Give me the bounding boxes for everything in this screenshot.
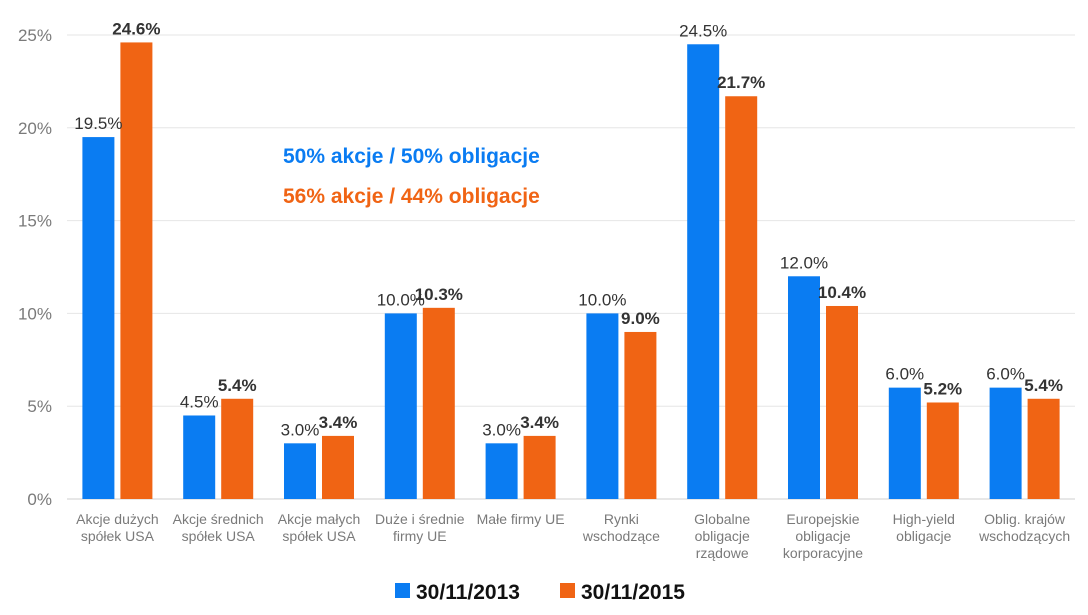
legend: 30/11/2013 30/11/2015	[395, 581, 685, 604]
data-label-2015: 5.2%	[923, 379, 962, 398]
legend-swatch-2015	[560, 583, 575, 598]
data-label-2013: 10.0%	[578, 290, 626, 309]
data-label-2015: 9.0%	[621, 309, 660, 328]
annotation-growth: 56% akcje / 44% obligacje	[283, 185, 540, 208]
data-label-2013: 3.0%	[482, 420, 521, 439]
y-tick-label: 20%	[18, 119, 52, 138]
bar-2013	[687, 44, 720, 499]
data-label-2013: 3.0%	[281, 420, 320, 439]
data-label-2015: 3.4%	[520, 413, 559, 432]
data-label-2013: 6.0%	[885, 365, 924, 384]
bars	[82, 42, 1060, 500]
x-tick-label: Duże i średnie firmy UE	[375, 511, 465, 544]
x-tick-label: Małe firmy UE	[477, 511, 565, 527]
x-tick-label: Akcje dużych spółek USA	[76, 511, 158, 544]
data-label-2015: 5.4%	[218, 376, 257, 395]
legend-swatch-2013	[395, 583, 410, 598]
bar-2015	[221, 398, 254, 499]
legend-label-2015: 30/11/2015	[581, 581, 685, 604]
bar-2013	[788, 276, 820, 499]
bar-2013	[384, 313, 417, 499]
data-label-2015: 24.6%	[112, 19, 160, 38]
legend-label-2013: 30/11/2013	[416, 581, 520, 604]
data-label-2015: 21.7%	[717, 73, 765, 92]
data-label-2013: 19.5%	[74, 114, 122, 133]
data-label-2015: 5.4%	[1024, 376, 1063, 395]
x-tick-label: Akcje średnich spółek USA	[173, 511, 264, 544]
bar-2015	[422, 307, 455, 499]
data-label-2015: 3.4%	[319, 413, 358, 432]
x-tick-label: Oblig. krajów wschodzących	[978, 511, 1070, 544]
bar-2013	[284, 443, 316, 499]
y-tick-label: 15%	[18, 212, 52, 231]
data-label-2013: 10.0%	[377, 290, 425, 309]
data-label-2013: 4.5%	[180, 392, 219, 411]
bar-2015	[1027, 398, 1060, 499]
bar-2013	[586, 313, 619, 499]
y-tick-label: 0%	[27, 490, 52, 509]
data-label-2015: 10.3%	[415, 285, 463, 304]
bar-2015	[120, 42, 153, 499]
bar-2013	[183, 415, 216, 499]
x-tick-label: Europejskie obligacje korporacyjne	[783, 511, 863, 561]
data-label-2015: 10.4%	[818, 283, 866, 302]
bar-2015	[826, 305, 858, 499]
bar-2015	[926, 402, 959, 499]
grid-lines	[67, 34, 1075, 500]
y-tick-label: 10%	[18, 304, 52, 323]
x-tick-label: Rynki wschodzące	[582, 511, 660, 544]
x-tick-label: High-yield obligacje	[893, 511, 955, 544]
data-label-2013: 12.0%	[780, 253, 828, 272]
data-label-2013: 24.5%	[679, 21, 727, 40]
y-axis-ticks: 0% 5% 10% 15% 20% 25%	[18, 26, 52, 509]
bar-2015	[725, 96, 758, 500]
bar-2013	[888, 387, 921, 499]
y-tick-label: 5%	[27, 397, 52, 416]
data-label-2013: 6.0%	[986, 365, 1025, 384]
data-labels: 19.5%24.6%4.5%5.4%3.0% 3.4%10.0%10.3%3.0%…	[74, 19, 1063, 439]
x-tick-label: Akcje małych spółek USA	[278, 511, 360, 544]
annotation-balanced: 50% akcje / 50% obligacje	[283, 145, 540, 168]
bar-2015	[523, 435, 556, 499]
bar-2013	[485, 443, 518, 499]
y-tick-label: 25%	[18, 26, 52, 45]
bar-2013	[989, 387, 1022, 499]
x-axis-ticks: Akcje dużych spółek USA Akcje średnich spół…	[76, 511, 1070, 561]
bar-2015	[624, 331, 657, 499]
bar-2013	[82, 137, 115, 499]
x-tick-label: Globalne obligacje rządowe	[694, 511, 750, 561]
bar-2015	[322, 435, 354, 499]
